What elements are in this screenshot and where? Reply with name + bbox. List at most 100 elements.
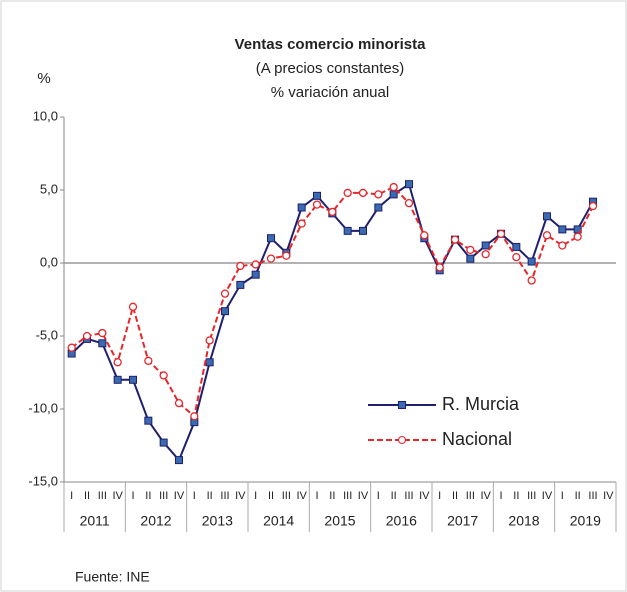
- data-point: [205, 358, 214, 367]
- x-tick-label: III: [404, 490, 413, 502]
- x-tick-label: I: [70, 490, 73, 502]
- data-point: [220, 289, 230, 298]
- x-tick-label: II: [207, 490, 213, 502]
- x-tick-label: I: [561, 490, 564, 502]
- data-point: [512, 242, 521, 251]
- data-point: [358, 188, 368, 198]
- x-tick-label: IV: [235, 490, 246, 502]
- data-point: [374, 190, 383, 199]
- data-point: [389, 182, 398, 192]
- data-point: [466, 245, 475, 255]
- x-tick-label: II: [329, 490, 335, 502]
- x-tick-label: I: [377, 490, 380, 502]
- x-tick-label: I: [131, 490, 134, 502]
- y-tick-label: -15,0: [28, 473, 58, 488]
- data-point: [359, 226, 367, 235]
- x-tick-label: IV: [296, 490, 307, 502]
- x-tick-label: II: [84, 490, 90, 502]
- x-tick-label: IV: [419, 490, 430, 502]
- data-point: [282, 251, 291, 260]
- x-tick-label: III: [220, 490, 229, 502]
- data-point: [450, 235, 460, 244]
- legend-label: Nacional: [442, 429, 512, 449]
- x-tick-label: II: [391, 490, 397, 502]
- data-point: [343, 226, 352, 235]
- data-point: [297, 203, 306, 212]
- data-point: [297, 219, 306, 228]
- data-point: [67, 343, 76, 352]
- data-point: [128, 302, 138, 311]
- x-tick-label: I: [438, 490, 441, 502]
- data-point: [527, 257, 536, 266]
- data-point: [174, 399, 184, 408]
- data-point: [404, 198, 414, 208]
- chart-title: Ventas comercio minorista: [235, 36, 427, 53]
- x-tick-label: III: [98, 490, 107, 502]
- data-point: [159, 438, 168, 447]
- data-point: [190, 412, 199, 421]
- data-point: [144, 416, 153, 425]
- data-point: [159, 371, 168, 380]
- legend-marker: [398, 401, 406, 409]
- series-line: [71, 185, 594, 419]
- data-point: [267, 234, 275, 243]
- y-tick-label: 10,0: [33, 108, 58, 123]
- x-tick-label: III: [343, 490, 352, 502]
- data-point: [312, 200, 322, 209]
- data-point: [374, 203, 383, 212]
- data-point: [113, 358, 122, 367]
- x-tick-label: IV: [174, 490, 185, 502]
- data-point: [236, 261, 245, 271]
- data-point: [405, 180, 413, 189]
- data-point: [221, 307, 229, 316]
- year-label: 2019: [570, 513, 601, 529]
- year-label: 2018: [508, 513, 539, 529]
- data-point: [542, 231, 552, 240]
- data-point: [328, 207, 337, 217]
- x-tick-label: I: [499, 490, 502, 502]
- year-label: 2016: [386, 513, 417, 529]
- data-point: [205, 336, 214, 345]
- data-point: [527, 276, 536, 285]
- x-tick-label: II: [452, 490, 458, 502]
- data-point: [98, 339, 107, 348]
- data-point: [496, 229, 506, 238]
- data-point: [129, 375, 137, 384]
- x-tick-label: IV: [358, 490, 369, 502]
- x-tick-label: IV: [112, 490, 123, 502]
- x-tick-label: I: [315, 490, 318, 502]
- x-tick-label: II: [575, 490, 581, 502]
- x-tick-label: IV: [480, 490, 491, 502]
- y-tick-label: -10,0: [28, 400, 58, 415]
- y-tick-label: 0,0: [40, 254, 58, 269]
- data-point: [573, 232, 582, 241]
- data-point: [389, 190, 398, 199]
- data-point: [588, 201, 598, 211]
- data-point: [420, 231, 429, 240]
- data-point: [481, 241, 490, 250]
- data-point: [481, 250, 490, 259]
- data-point: [82, 331, 92, 341]
- chart-subtitle: (A precios constantes): [256, 60, 404, 77]
- data-point: [435, 263, 444, 272]
- x-tick-label: IV: [603, 490, 614, 502]
- x-tick-label: IV: [542, 490, 553, 502]
- y-tick-label: 5,0: [40, 181, 58, 196]
- data-point: [313, 191, 321, 200]
- data-point: [175, 456, 183, 465]
- year-label: 2013: [202, 513, 233, 529]
- data-point: [98, 328, 107, 338]
- year-label: 2011: [80, 513, 110, 529]
- x-tick-label: III: [466, 490, 475, 502]
- x-tick-label: II: [268, 490, 274, 502]
- data-point: [144, 356, 153, 365]
- year-label: 2015: [324, 513, 355, 529]
- x-tick-label: I: [193, 490, 196, 502]
- x-tick-label: III: [527, 490, 536, 502]
- x-tick-label: III: [282, 490, 291, 502]
- y-tick-label: -5,0: [36, 327, 58, 342]
- y-unit: %: [37, 70, 50, 87]
- data-point: [251, 270, 260, 279]
- source-note: Fuente: INE: [75, 569, 150, 585]
